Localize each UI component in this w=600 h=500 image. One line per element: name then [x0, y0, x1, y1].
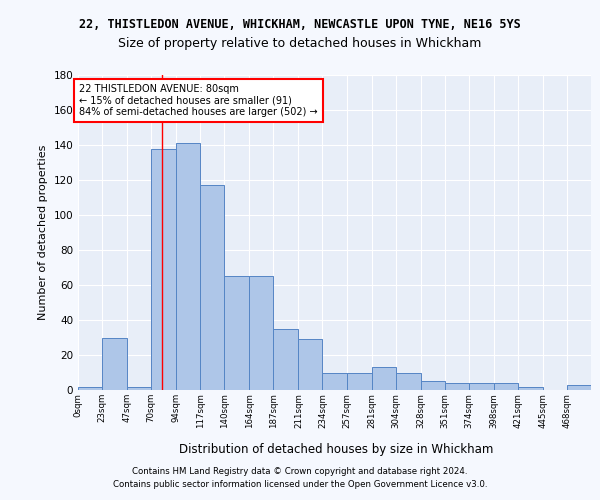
- Bar: [567, 385, 591, 390]
- Bar: [347, 372, 371, 390]
- Bar: [421, 381, 445, 390]
- Bar: [151, 148, 176, 390]
- Bar: [371, 367, 395, 390]
- Text: Contains HM Land Registry data © Crown copyright and database right 2024.: Contains HM Land Registry data © Crown c…: [132, 467, 468, 476]
- Text: Distribution of detached houses by size in Whickham: Distribution of detached houses by size …: [179, 442, 493, 456]
- Text: 22, THISTLEDON AVENUE, WHICKHAM, NEWCASTLE UPON TYNE, NE16 5YS: 22, THISTLEDON AVENUE, WHICKHAM, NEWCAST…: [79, 18, 521, 30]
- Bar: [102, 338, 127, 390]
- Bar: [250, 276, 274, 390]
- Bar: [298, 339, 322, 390]
- Bar: [274, 329, 298, 390]
- Text: Contains public sector information licensed under the Open Government Licence v3: Contains public sector information licen…: [113, 480, 487, 489]
- Y-axis label: Number of detached properties: Number of detached properties: [38, 145, 48, 320]
- Bar: [127, 386, 151, 390]
- Text: Size of property relative to detached houses in Whickham: Size of property relative to detached ho…: [118, 38, 482, 51]
- Bar: [78, 386, 102, 390]
- Text: 22 THISTLEDON AVENUE: 80sqm
← 15% of detached houses are smaller (91)
84% of sem: 22 THISTLEDON AVENUE: 80sqm ← 15% of det…: [79, 84, 317, 117]
- Bar: [494, 383, 518, 390]
- Bar: [200, 185, 224, 390]
- Bar: [395, 372, 421, 390]
- Bar: [322, 372, 347, 390]
- Bar: [469, 383, 494, 390]
- Bar: [224, 276, 250, 390]
- Bar: [176, 143, 200, 390]
- Bar: [445, 383, 469, 390]
- Bar: [518, 386, 543, 390]
